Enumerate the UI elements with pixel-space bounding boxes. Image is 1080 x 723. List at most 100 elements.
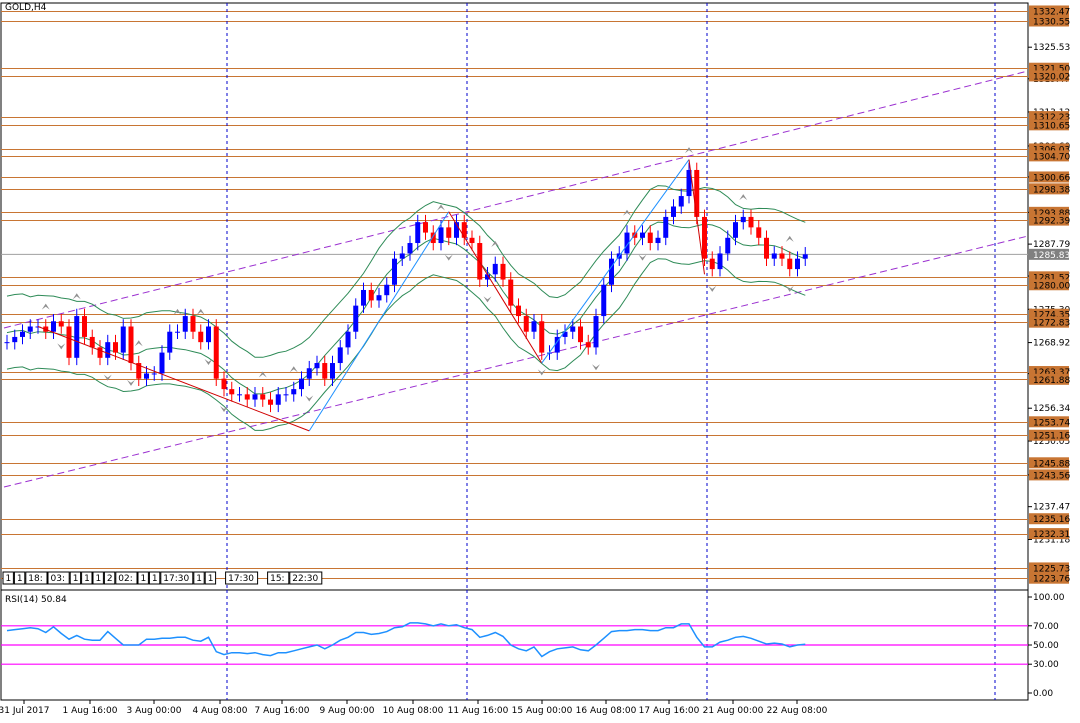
rsi-line bbox=[6, 622, 806, 658]
level-label: 1330.55 bbox=[1033, 18, 1070, 28]
fractal-down-icon bbox=[483, 296, 492, 303]
level-label-box bbox=[1029, 206, 1069, 218]
level-label-box bbox=[1029, 150, 1069, 162]
fractal-up-icon bbox=[258, 371, 267, 378]
x-axis-label: 9 Aug 00:00 bbox=[320, 706, 375, 716]
time-tag: 1 bbox=[152, 574, 158, 584]
zigzag-segment bbox=[308, 211, 450, 432]
candle-bull bbox=[554, 336, 560, 353]
level-label: 1261.88 bbox=[1033, 376, 1070, 386]
candle-bear bbox=[647, 232, 653, 244]
candle-bull bbox=[283, 394, 289, 396]
time-tag: 18: bbox=[28, 574, 42, 584]
time-tag-box bbox=[69, 571, 82, 585]
candle-bull bbox=[399, 253, 405, 259]
level-label: 1298.38 bbox=[1033, 185, 1070, 195]
level-label-box bbox=[1029, 143, 1069, 155]
candle-bull bbox=[485, 274, 490, 280]
level-label-box bbox=[1029, 70, 1069, 82]
band-middle bbox=[6, 221, 806, 395]
fractal-up-icon bbox=[72, 293, 81, 300]
candle-bull bbox=[105, 342, 111, 358]
zigzag-segment bbox=[37, 326, 310, 432]
time-tag: 17:30 bbox=[228, 574, 254, 584]
fractal-down-icon bbox=[708, 285, 717, 292]
candle-bear bbox=[446, 227, 452, 238]
level-label-box bbox=[1029, 513, 1069, 525]
candle-bear bbox=[128, 326, 134, 364]
candle-bull bbox=[330, 363, 335, 379]
fractal-down-icon bbox=[57, 343, 66, 350]
fractal-down-icon bbox=[638, 254, 647, 261]
candle-bull bbox=[120, 326, 126, 353]
zigzag-segment bbox=[448, 211, 543, 364]
time-tag-box bbox=[92, 571, 104, 585]
candle-bear bbox=[508, 279, 514, 306]
candle-bear bbox=[66, 326, 72, 358]
candle-bull bbox=[299, 378, 304, 390]
fractal-up-icon bbox=[491, 241, 500, 248]
time-tag: 2 bbox=[107, 574, 113, 584]
fractal-up-icon bbox=[289, 366, 298, 373]
time-tag: 17:30 bbox=[163, 574, 189, 584]
time-tag-box bbox=[160, 571, 194, 585]
candle-bear bbox=[268, 399, 273, 405]
candle-bear bbox=[469, 237, 475, 244]
time-tag-box bbox=[289, 571, 323, 585]
candle-bull bbox=[314, 363, 320, 369]
candle-bull bbox=[562, 331, 568, 337]
y-tick-label: 1325.53 bbox=[1033, 43, 1070, 53]
level-label-box bbox=[1029, 214, 1069, 226]
current-price-label: 1285.83 bbox=[1033, 251, 1070, 261]
candle-bull bbox=[151, 373, 157, 375]
x-axis-label: 10 Aug 08:00 bbox=[383, 706, 444, 716]
level-label: 1292.39 bbox=[1033, 217, 1070, 227]
y-tick-label: 1287.79 bbox=[1033, 240, 1070, 250]
candle-bull bbox=[392, 258, 397, 285]
candle-bear bbox=[709, 258, 715, 270]
candle-bull bbox=[12, 336, 18, 343]
candle-bull bbox=[182, 316, 188, 332]
rsi-label: RSI(14) 50.84 bbox=[5, 595, 67, 605]
fractal-up-icon bbox=[785, 235, 794, 242]
candle-bear bbox=[423, 222, 428, 233]
candle-bull bbox=[376, 295, 382, 301]
x-axis-label: 15 Aug 00:00 bbox=[512, 706, 573, 716]
candle-bull bbox=[771, 253, 777, 259]
candle-bear bbox=[756, 227, 762, 238]
candle-bull bbox=[663, 216, 669, 238]
candle-bull bbox=[159, 352, 165, 374]
level-label-box bbox=[1029, 119, 1069, 131]
candle-bear bbox=[322, 363, 328, 379]
level-label: 1274.35 bbox=[1033, 311, 1070, 321]
level-label: 1293.88 bbox=[1033, 209, 1070, 219]
fractal-down-icon bbox=[444, 254, 453, 261]
fractal-up-icon bbox=[623, 209, 631, 216]
candle-bear bbox=[260, 394, 266, 400]
level-label: 1253.74 bbox=[1033, 418, 1070, 428]
rsi-axis-label: 30.00 bbox=[1033, 660, 1059, 670]
candle-bear bbox=[500, 263, 506, 280]
candle-bull bbox=[609, 258, 614, 285]
time-tag: 1 bbox=[208, 574, 214, 584]
level-label: 1245.88 bbox=[1033, 459, 1070, 469]
time-tag-box bbox=[81, 571, 93, 585]
candle-bull bbox=[671, 206, 676, 217]
candle-bull bbox=[275, 394, 281, 405]
level-label-box bbox=[1029, 5, 1069, 17]
time-tag-box bbox=[103, 571, 116, 585]
time-tag-box bbox=[204, 571, 217, 585]
channel-lower bbox=[3, 235, 1029, 488]
x-axis-label: 21 Aug 00:00 bbox=[703, 706, 764, 716]
level-label: 1263.37 bbox=[1033, 368, 1070, 378]
fractal-up-icon bbox=[739, 194, 748, 201]
level-label: 1232.31 bbox=[1033, 530, 1070, 540]
level-label-box bbox=[1029, 429, 1069, 441]
x-axis-label: 3 Aug 00:00 bbox=[127, 706, 182, 716]
candle-bull bbox=[678, 196, 684, 207]
candle-bull bbox=[74, 316, 80, 358]
candle-bull bbox=[717, 253, 723, 270]
candle-bear bbox=[694, 169, 700, 217]
